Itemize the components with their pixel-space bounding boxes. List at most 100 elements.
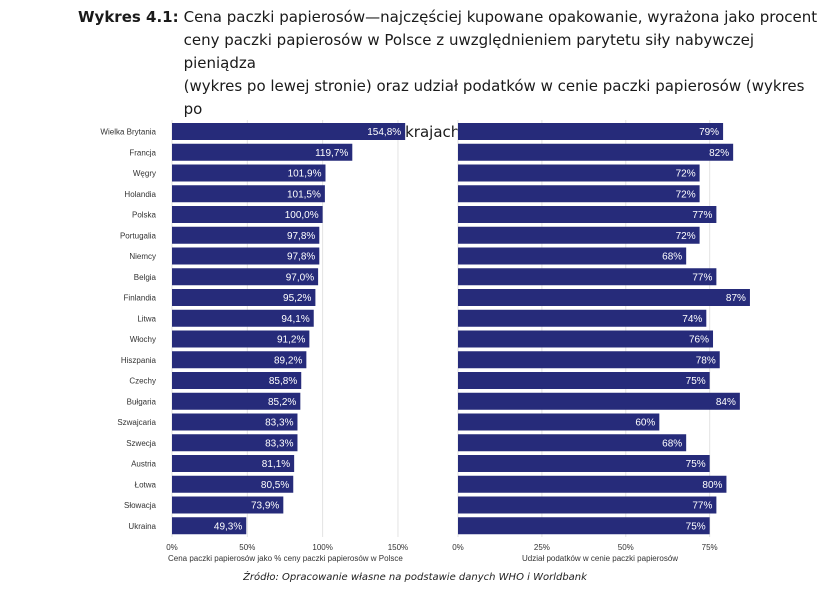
left-tick-label: 50% [239,543,255,552]
category-label: Portugalia [120,231,157,240]
category-label: Niemcy [129,252,156,261]
right-bar-value-label: 75% [686,459,706,470]
category-label: Francja [129,148,156,157]
right-bar [458,475,727,493]
right-bar [458,247,687,265]
left-bar [172,143,353,161]
left-bar-value-label: 95,2% [283,293,311,304]
left-bar [172,392,301,410]
left-bar [172,413,298,431]
right-bar [458,268,717,286]
category-label: Szwajcaria [117,418,156,427]
right-bar-value-label: 74% [682,314,702,325]
right-bar-value-label: 68% [662,438,682,449]
left-bar [172,247,320,265]
category-label: Łotwa [135,480,157,489]
left-bar-value-label: 101,9% [288,169,322,180]
right-bar [458,289,750,306]
left-bar-value-label: 83,3% [265,418,293,429]
category-label: Polska [132,211,157,220]
left-bar-value-label: 89,2% [274,355,302,366]
right-bar-value-label: 77% [692,501,712,512]
right-bar-value-label: 60% [635,418,655,429]
left-bar [172,475,294,493]
left-bar-value-label: 97,0% [286,272,314,283]
left-bar-value-label: 97,8% [287,231,315,242]
category-label: Finlandia [124,294,157,303]
left-bar [172,517,247,535]
right-bar [458,392,740,410]
left-bar [172,309,314,327]
left-tick-label: 0% [166,543,178,552]
right-tick-label: 75% [702,543,718,552]
left-bar-value-label: 81,1% [262,459,290,470]
right-bar-value-label: 76% [689,335,709,346]
right-bar [458,434,687,452]
right-axis-title: Udział podatków w cenie paczki papierosó… [522,554,678,563]
category-label: Bułgaria [127,397,157,406]
left-bar-value-label: 101,5% [287,189,321,200]
left-tick-label: 150% [388,543,408,552]
left-bar [172,164,326,182]
right-bar [458,372,710,389]
right-bar-value-label: 72% [676,231,696,242]
left-bar-value-label: 85,8% [269,376,297,387]
category-label: Belgia [134,273,157,282]
category-label: Szwecja [126,439,156,448]
right-bar [458,413,660,431]
left-bar [172,496,284,514]
right-bar [458,496,717,514]
right-bar [458,143,734,161]
category-label: Austria [131,460,156,469]
right-bar-value-label: 78% [696,355,716,366]
category-label: Holandia [124,190,156,199]
right-bar [458,185,700,203]
right-bar [458,164,700,182]
right-bar [458,330,714,348]
left-bar-value-label: 91,2% [277,335,305,346]
right-bar-value-label: 79% [699,127,719,138]
left-tick-label: 100% [312,543,332,552]
left-bar [172,351,307,369]
left-bar-value-label: 85,2% [268,397,296,408]
source-note: Źródło: Opracowanie własne na podstawie … [243,572,587,583]
right-bar-value-label: 72% [676,189,696,200]
left-bar [172,268,319,286]
category-label: Czechy [129,377,156,386]
right-bar-value-label: 80% [702,480,722,491]
left-bar-value-label: 119,7% [315,148,348,159]
right-bar [458,226,700,244]
right-tick-label: 50% [618,543,634,552]
right-bar-value-label: 68% [662,252,682,263]
right-bar-value-label: 84% [716,397,736,408]
category-label: Włochy [130,335,156,344]
category-label: Słowacja [124,501,157,510]
left-bar-value-label: 154,8% [367,127,401,138]
right-bar [458,309,707,327]
right-bar-value-label: 77% [692,272,712,283]
right-tick-label: 25% [534,543,550,552]
right-bar [458,351,720,369]
left-bar-value-label: 100,0% [285,210,319,221]
left-axis-title: Cena paczki papierosów jako % ceny paczk… [168,554,403,563]
left-bar-value-label: 97,8% [287,252,315,263]
category-label: Wielka Brytania [100,128,156,137]
left-bar-value-label: 83,3% [265,438,293,449]
left-bar [172,185,325,203]
left-bar [172,289,316,306]
category-label: Hiszpania [121,356,157,365]
left-bar [172,372,302,389]
left-bar-value-label: 49,3% [214,521,242,532]
right-bar [458,455,710,472]
right-bar-value-label: 87% [726,293,746,304]
right-bar [458,517,710,535]
figure-label: Wykres 4.1: [78,8,179,26]
right-bar [458,206,717,223]
left-bar-value-label: 80,5% [261,480,289,491]
category-label: Ukraina [128,522,156,531]
right-bar-value-label: 72% [676,169,696,180]
left-bar-value-label: 94,1% [281,314,309,325]
left-bar [172,330,310,348]
category-label: Węgry [133,169,156,178]
right-bar-value-label: 75% [686,376,706,387]
